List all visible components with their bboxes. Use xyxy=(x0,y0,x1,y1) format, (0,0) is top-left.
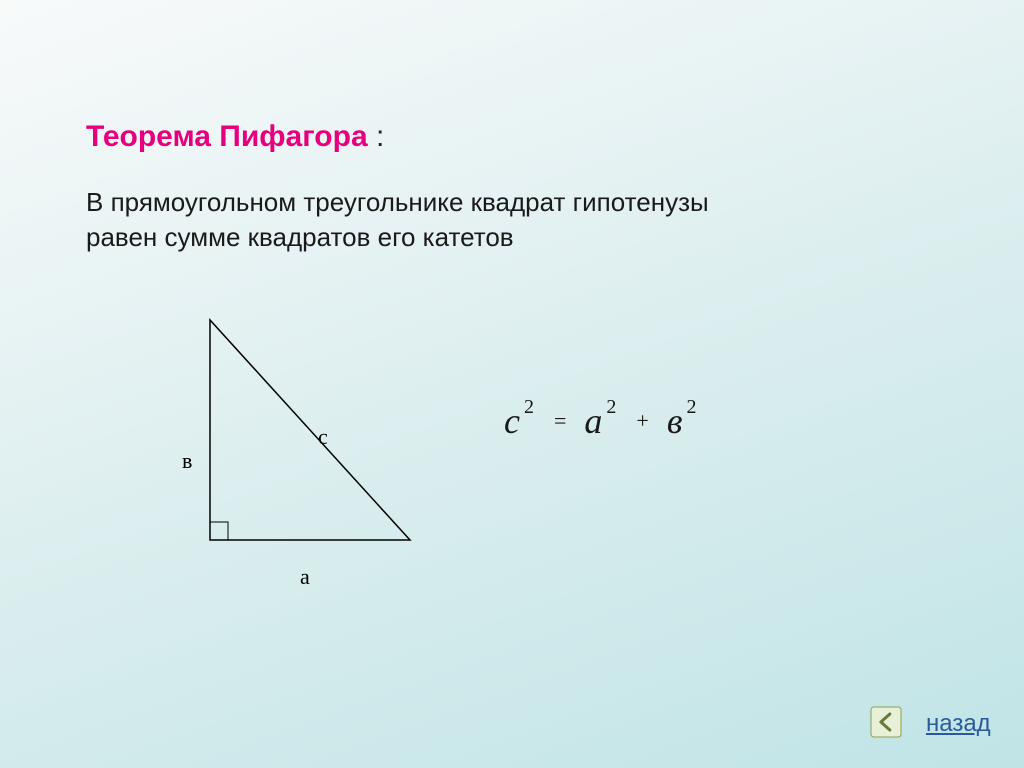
back-arrow-button[interactable] xyxy=(870,706,902,743)
formula-b: в xyxy=(667,400,683,442)
formula-b-exp: 2 xyxy=(686,396,696,419)
title-colon: : xyxy=(368,120,385,153)
statement-line2: равен сумме квадратов его катетов xyxy=(86,222,514,252)
formula-a-exp: 2 xyxy=(606,396,616,419)
theorem-statement: В прямоугольном треугольнике квадрат гип… xyxy=(86,185,709,255)
label-c: с xyxy=(318,424,328,450)
right-angle-marker xyxy=(210,522,228,540)
slide-title: Теорема Пифагора : xyxy=(86,120,384,154)
arrow-bg xyxy=(871,707,901,737)
formula-a: а xyxy=(584,400,602,442)
back-link[interactable]: назад xyxy=(926,710,991,738)
formula-c-exp: 2 xyxy=(524,396,534,419)
chevron-left-icon xyxy=(870,706,902,738)
pythagoras-formula: с2 = а2 + в2 xyxy=(500,400,702,442)
triangle-diagram: а в с xyxy=(150,300,450,580)
formula-plus: + xyxy=(636,408,648,434)
title-text: Теорема Пифагора xyxy=(86,120,368,153)
statement-line1: В прямоугольном треугольнике квадрат гип… xyxy=(86,187,709,217)
triangle-svg xyxy=(150,300,450,580)
formula-eq: = xyxy=(554,408,566,434)
triangle-shape xyxy=(210,320,410,540)
label-a: а xyxy=(300,564,310,590)
label-b: в xyxy=(182,448,192,474)
formula-c: с xyxy=(504,400,520,442)
